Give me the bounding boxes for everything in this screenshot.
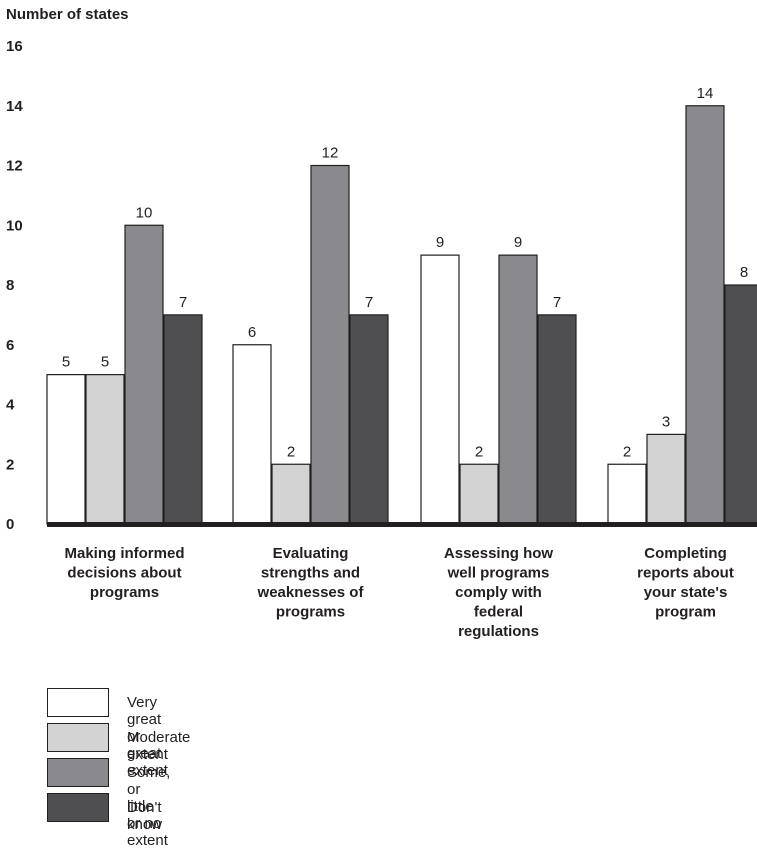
bar [271,463,311,525]
y-tick-label: 16 [6,38,23,55]
data-label: 7 [553,294,561,311]
legend-label: Moderate extent [127,729,191,763]
legend-swatch [47,758,109,787]
data-label: 2 [287,443,295,460]
x-axis-baseline [47,522,757,527]
bar [724,284,757,525]
data-label: 9 [514,234,522,251]
bar [459,463,499,525]
bar [537,314,577,525]
y-tick-label: 2 [6,456,14,473]
legend-swatch [47,688,109,717]
x-tick-label: Evaluating strengths and weaknesses of prog… [257,545,365,621]
bar [46,374,86,525]
data-label: 2 [623,443,631,460]
legend-label: Very great or great extent [127,694,168,779]
y-tick-label: 12 [6,158,23,175]
y-tick-label: 8 [6,277,14,294]
bar [498,254,538,525]
data-label: 7 [179,294,187,311]
bar [420,254,460,525]
data-label: 5 [101,354,109,371]
data-label: 14 [697,85,714,102]
y-tick-label: 14 [6,98,23,115]
bar [607,463,647,525]
bar [232,344,272,525]
y-tick-label: 6 [6,337,14,354]
data-label: 12 [322,145,339,162]
bar [310,164,350,525]
x-tick-label: Completing reports about your state's progr… [637,545,734,621]
y-tick-label: 4 [6,397,15,414]
data-label: 6 [248,324,256,341]
bar-chart: 0 2 4 6 8 10 12 14 16 5 6 9 2 5 2 2 3 10 12 9 14 7 7 7 8 Making i… [6,38,757,640]
legend-label: Don't know [127,799,163,833]
x-tick-label: Assessing how well programs comply with fed… [444,545,554,640]
bar [646,433,686,525]
data-label: 2 [475,443,483,460]
data-label: 10 [136,204,153,221]
bar [124,224,164,525]
y-tick-label: 0 [6,516,14,533]
y-axis-title: Number of states [6,6,129,23]
y-tick-label: 10 [6,217,23,234]
bar [685,105,725,525]
data-label: 9 [436,234,444,251]
legend-swatch [47,793,109,822]
bar [85,374,125,525]
bar [349,314,389,525]
data-label: 5 [62,354,70,371]
data-label: 3 [662,413,670,430]
data-label: 8 [740,264,748,281]
bar [163,314,203,525]
legend-swatch [47,723,109,752]
x-tick-label: Making informed decisions about programs [64,545,184,601]
legend-label: Some, or little or no extent [127,764,171,849]
data-label: 7 [365,294,373,311]
